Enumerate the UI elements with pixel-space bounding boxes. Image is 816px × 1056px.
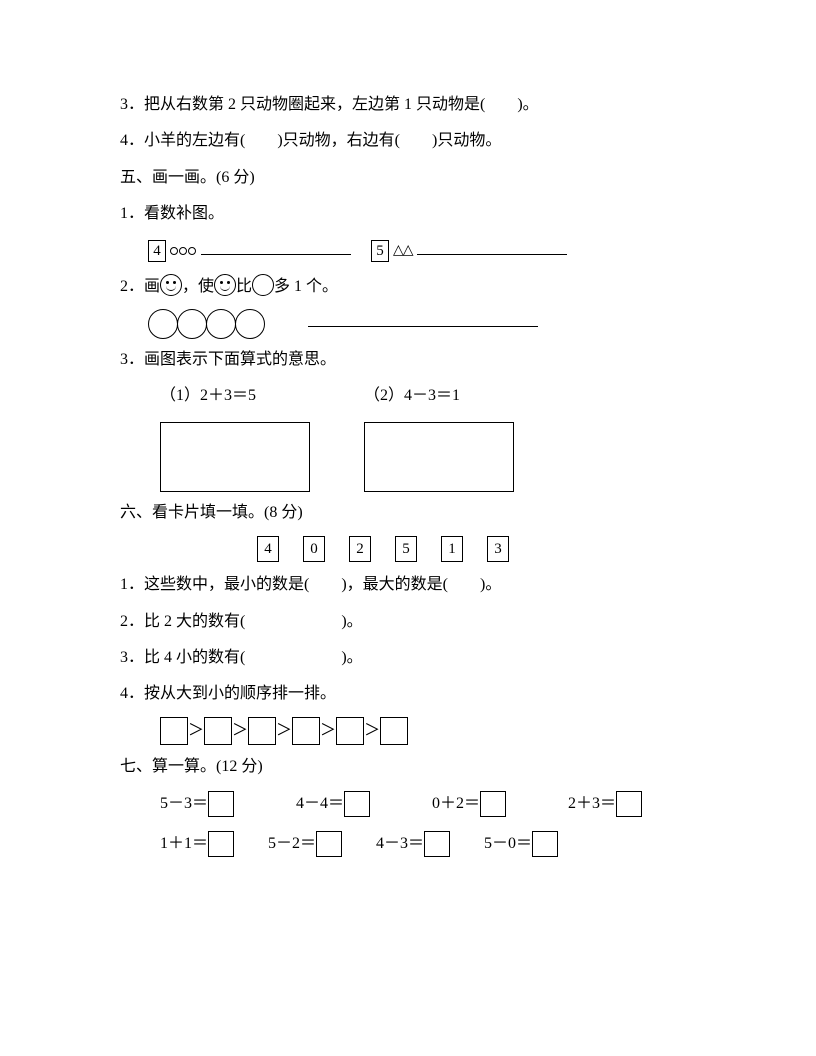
text: ，使 bbox=[182, 278, 214, 295]
sec6-order: ＞ ＞ ＞ ＞ ＞ bbox=[160, 716, 706, 746]
section-7-title: 七、算一算。(12 分) bbox=[120, 752, 706, 782]
number-box-5: 5 bbox=[371, 240, 389, 262]
answer-box bbox=[532, 831, 558, 857]
blank-line bbox=[201, 239, 351, 255]
answer-box bbox=[208, 791, 234, 817]
equation: 2＋3＝ bbox=[568, 789, 616, 819]
blank-line bbox=[417, 239, 567, 255]
order-box bbox=[204, 717, 232, 745]
text: 多 1 个。 bbox=[274, 278, 338, 295]
circle-icon bbox=[148, 309, 178, 339]
card-2: 2 bbox=[349, 536, 371, 562]
sec7-row1: 5－3＝ 4－4＝ 0＋2＝ 2＋3＝ bbox=[160, 789, 706, 819]
card-0: 0 bbox=[303, 536, 325, 562]
sec5-q3-boxes bbox=[160, 418, 706, 492]
sec5-q2-circles bbox=[148, 308, 706, 338]
card-4: 4 bbox=[257, 536, 279, 562]
answer-box bbox=[344, 791, 370, 817]
answer-box bbox=[616, 791, 642, 817]
text: 2．画 bbox=[120, 278, 160, 295]
sec5-q3-equations: （1）2＋3＝5 （2）4－3＝1 bbox=[160, 381, 706, 411]
equation: 5－3＝ bbox=[160, 789, 208, 819]
order-box bbox=[160, 717, 188, 745]
sec7-row2: 1＋1＝ 5－2＝ 4－3＝ 5－0＝ bbox=[160, 829, 706, 859]
card-3: 3 bbox=[487, 536, 509, 562]
equation: 4－3＝ bbox=[376, 829, 424, 859]
answer-box bbox=[424, 831, 450, 857]
gt-symbol: ＞ bbox=[364, 722, 380, 739]
sec6-cards: 4 0 2 5 1 3 bbox=[120, 534, 706, 564]
question-3: 3．把从右数第 2 只动物圈起来，左边第 1 只动物是( )。 bbox=[120, 90, 706, 120]
circle-icon bbox=[177, 309, 207, 339]
equation: 1＋1＝ bbox=[160, 829, 208, 859]
circle-icon bbox=[179, 247, 187, 255]
equation-2: （2）4－3＝1 bbox=[364, 387, 460, 404]
sec6-q4: 4．按从大到小的顺序排一排。 bbox=[120, 679, 706, 709]
gt-symbol: ＞ bbox=[188, 722, 204, 739]
sec6-q2: 2．比 2 大的数有( )。 bbox=[120, 607, 706, 637]
equation-1: （1）2＋3＝5 bbox=[160, 381, 360, 411]
sec6-q1: 1．这些数中，最小的数是( )，最大的数是( )。 bbox=[120, 570, 706, 600]
answer-box bbox=[208, 831, 234, 857]
draw-box-2 bbox=[364, 422, 514, 492]
blank-circle-icon bbox=[252, 274, 274, 296]
sec5-q3-label: 3．画图表示下面算式的意思。 bbox=[120, 345, 706, 375]
answer-box bbox=[316, 831, 342, 857]
gt-symbol: ＞ bbox=[320, 722, 336, 739]
sec5-q1-figures: 4 5 △△ bbox=[148, 236, 706, 266]
text: 比 bbox=[236, 278, 252, 295]
draw-box-1 bbox=[160, 422, 310, 492]
blank-line bbox=[308, 311, 538, 327]
equation: 0＋2＝ bbox=[432, 789, 480, 819]
answer-box bbox=[480, 791, 506, 817]
order-box bbox=[248, 717, 276, 745]
order-box bbox=[292, 717, 320, 745]
order-box bbox=[380, 717, 408, 745]
order-box bbox=[336, 717, 364, 745]
question-4: 4．小羊的左边有( )只动物，右边有( )只动物。 bbox=[120, 126, 706, 156]
sec6-q3: 3．比 4 小的数有( )。 bbox=[120, 643, 706, 673]
number-box-4: 4 bbox=[148, 240, 166, 262]
circle-icon bbox=[170, 247, 178, 255]
card-5: 5 bbox=[395, 536, 417, 562]
section-5-title: 五、画一画。(6 分) bbox=[120, 163, 706, 193]
equation: 4－4＝ bbox=[296, 789, 344, 819]
triangle-icon: △△ bbox=[393, 243, 413, 258]
sec5-q1-label: 1．看数补图。 bbox=[120, 199, 706, 229]
smiley-icon bbox=[160, 274, 182, 296]
equation: 5－0＝ bbox=[484, 829, 532, 859]
equation: 5－2＝ bbox=[268, 829, 316, 859]
card-1: 1 bbox=[441, 536, 463, 562]
gt-symbol: ＞ bbox=[276, 722, 292, 739]
smiley-icon bbox=[214, 274, 236, 296]
sec5-q2: 2．画 ，使 比 多 1 个。 bbox=[120, 272, 706, 302]
section-6-title: 六、看卡片填一填。(8 分) bbox=[120, 498, 706, 528]
circle-icon bbox=[188, 247, 196, 255]
gt-symbol: ＞ bbox=[232, 722, 248, 739]
circle-icon bbox=[235, 309, 265, 339]
circle-icon bbox=[206, 309, 236, 339]
